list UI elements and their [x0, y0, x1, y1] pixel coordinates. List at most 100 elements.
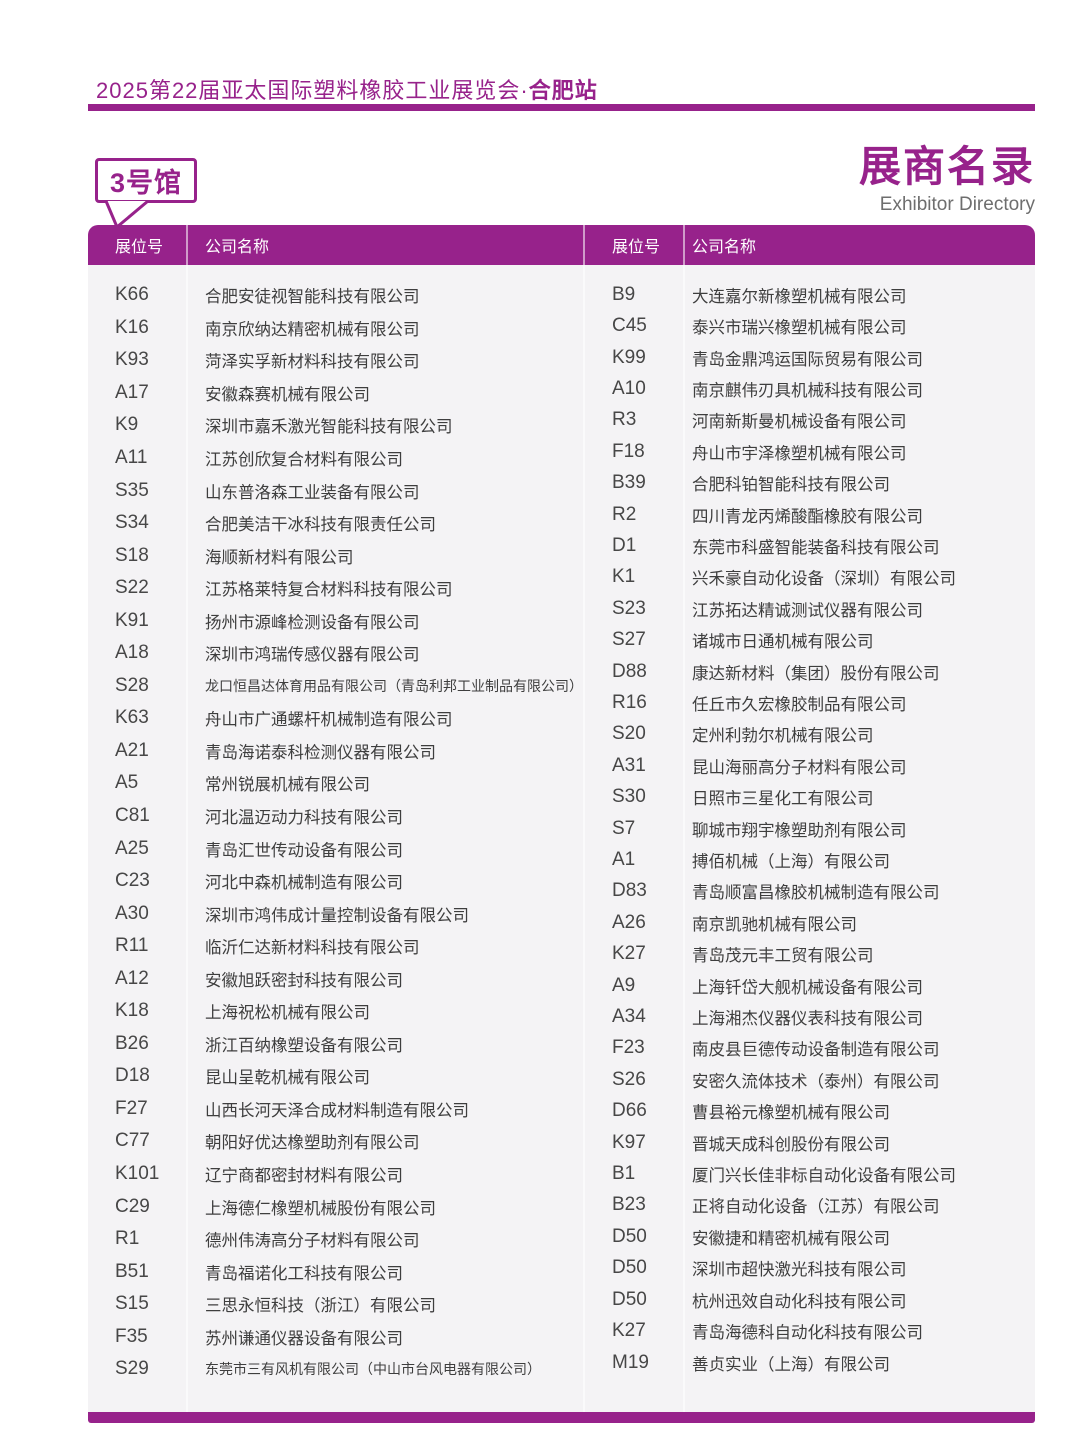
table-row: B1 厦门兴长佳非标自动化设备有限公司: [583, 1158, 1035, 1189]
booth-number: A9: [612, 974, 636, 996]
booth-number: K63: [115, 707, 149, 729]
table-row: C81 河北温迈动力科技有限公司: [88, 800, 583, 833]
table-row: K1 兴禾豪自动化设备（深圳）有限公司: [583, 562, 1035, 593]
booth-number: K1: [612, 566, 636, 588]
company-name: 舟山市广通螺杆机械制造有限公司: [205, 711, 453, 730]
table-row: K101 辽宁商都密封材料有限公司: [88, 1158, 583, 1191]
booth-number: A21: [115, 739, 149, 761]
table-row: A11 江苏创欣复合材料有限公司: [88, 442, 583, 475]
booth-number: D1: [612, 534, 637, 556]
table-row: B51 青岛福诺化工科技有限公司: [88, 1255, 583, 1288]
booth-number: B23: [612, 1194, 646, 1216]
header-company-left: 公司名称: [205, 239, 270, 256]
company-name: 泰兴市瑞兴橡塑机械有限公司: [692, 319, 907, 338]
booth-number: B9: [612, 283, 636, 305]
booth-number: K91: [115, 609, 149, 631]
company-name: 安徽捷和精密机械有限公司: [692, 1229, 890, 1248]
booth-number: K9: [115, 414, 139, 436]
company-name: 正将自动化设备（江苏）有限公司: [692, 1198, 940, 1217]
table-row: R2 四川青龙丙烯酸酯橡胶有限公司: [583, 499, 1035, 530]
table-row: D88 康达新材料（集团）股份有限公司: [583, 656, 1035, 687]
booth-number: F27: [115, 1097, 148, 1119]
booth-number: B1: [612, 1163, 636, 1185]
company-name: 上海湘杰仪器仪表科技有限公司: [692, 1010, 923, 1029]
company-name: 合肥美洁干冰科技有限责任公司: [205, 516, 436, 535]
booth-number: D50: [612, 1225, 647, 1247]
company-name: 四川青龙丙烯酸酯橡胶有限公司: [692, 507, 923, 526]
booth-number: A30: [115, 902, 149, 924]
booth-number: F23: [612, 1037, 645, 1059]
company-name: 河南新斯曼机械设备有限公司: [692, 413, 907, 432]
company-name: 晋城天成科创股份有限公司: [692, 1135, 890, 1154]
company-name: 南京凯驰机械有限公司: [692, 915, 857, 934]
booth-number: K27: [612, 1320, 646, 1342]
table-row: B39 合肥科铂智能科技有限公司: [583, 467, 1035, 498]
booth-number: S18: [115, 544, 149, 566]
company-name: 昆山呈乾机械有限公司: [205, 1069, 370, 1088]
table-row: B23 正将自动化设备（江苏）有限公司: [583, 1190, 1035, 1221]
booth-number: D50: [612, 1288, 647, 1310]
table-row: S7 聊城市翔宇橡塑助剂有限公司: [583, 813, 1035, 844]
company-name: 聊城市翔宇橡塑助剂有限公司: [692, 821, 907, 840]
expo-title: 2025第22届亚太国际塑料橡胶工业展览会·合肥站: [96, 73, 598, 105]
company-name: 安徽旭跃密封科技有限公司: [205, 971, 403, 990]
table-row: A25 青岛汇世传动设备有限公司: [88, 832, 583, 865]
table-row: D83 青岛顺富昌橡胶机械制造有限公司: [583, 876, 1035, 907]
company-name: 兴禾豪自动化设备（深圳）有限公司: [692, 570, 956, 589]
booth-number: D50: [612, 1257, 647, 1279]
table-row: D50 深圳市超快激光科技有限公司: [583, 1253, 1035, 1284]
hall-badge-tail: [104, 199, 149, 229]
company-name: 青岛顺富昌橡胶机械制造有限公司: [692, 884, 940, 903]
company-name: 江苏格莱特复合材料科技有限公司: [205, 581, 453, 600]
company-name: 任丘市久宏橡胶制品有限公司: [692, 695, 907, 714]
booth-number: K101: [115, 1163, 160, 1185]
booth-number: D83: [612, 880, 647, 902]
company-name: 山西长河天泽合成材料制造有限公司: [205, 1101, 469, 1120]
booth-number: K27: [612, 943, 646, 965]
table-row: R16 任丘市久宏橡胶制品有限公司: [583, 687, 1035, 718]
table-row: D1 东莞市科盛智能装备科技有限公司: [583, 530, 1035, 561]
booth-number: S30: [612, 786, 646, 808]
table-row: D66 曹县裕元橡塑机械有限公司: [583, 1096, 1035, 1127]
booth-number: M19: [612, 1351, 649, 1373]
company-name: 昆山海丽高分子材料有限公司: [692, 758, 907, 777]
company-name: 江苏拓达精诚测试仪器有限公司: [692, 601, 923, 620]
table-row: K18 上海祝松机械有限公司: [88, 995, 583, 1028]
directory-title-en: Exhibitor Directory: [879, 194, 1035, 216]
table-row: F23 南皮县巨德传动设备制造有限公司: [583, 1033, 1035, 1064]
company-name: 青岛海诺泰科检测仪器有限公司: [205, 743, 436, 762]
booth-number: B26: [115, 1032, 149, 1054]
table-row: C45 泰兴市瑞兴橡塑机械有限公司: [583, 310, 1035, 341]
booth-number: K16: [115, 316, 149, 338]
table-body: K66 合肥安徒视智能科技有限公司 K16 南京欣纳达精密机械有限公司 K93 菏泽实孚新…: [88, 265, 1035, 1412]
company-name: 南京欣纳达精密机械有限公司: [205, 320, 420, 339]
booth-number: K93: [115, 349, 149, 371]
company-name: 善贞实业（上海）有限公司: [692, 1355, 890, 1374]
table-row: M19 善贞实业（上海）有限公司: [583, 1347, 1035, 1378]
company-name: 山东普洛森工业装备有限公司: [205, 483, 420, 502]
booth-number: D18: [115, 1065, 150, 1087]
company-name: 南皮县巨德传动设备制造有限公司: [692, 1041, 940, 1060]
booth-number: S34: [115, 512, 149, 534]
company-name: 江苏创欣复合材料有限公司: [205, 451, 403, 469]
table-row: K99 青岛金鼎鸿运国际贸易有限公司: [583, 342, 1035, 373]
table-row: A1 搏佰机械（上海）有限公司: [583, 844, 1035, 875]
company-name: 深圳市鸿瑞传感仪器有限公司: [205, 646, 420, 665]
table-row: S15 三思永恒科技（浙江）有限公司: [88, 1288, 583, 1321]
booth-number: S15: [115, 1293, 149, 1315]
table-row: A26 南京凯驰机械有限公司: [583, 907, 1035, 938]
company-name: 厦门兴长佳非标自动化设备有限公司: [692, 1167, 956, 1186]
table-header: 展位号 公司名称 展位号 公司名称: [88, 225, 1035, 265]
table-row: S28 龙口恒昌达体育用品有限公司（青岛利邦工业制品有限公司）: [88, 670, 583, 703]
booth-number: F18: [612, 440, 645, 462]
exhibitor-table: 展位号 公司名称 展位号 公司名称 K66 合肥安徒视智能科技有限公司 K16 南京欣…: [88, 225, 1035, 1423]
table-row: K66 合肥安徒视智能科技有限公司: [88, 279, 583, 312]
table-row: F18 舟山市宇泽橡塑机械有限公司: [583, 436, 1035, 467]
table-row: S34 合肥美洁干冰科技有限责任公司: [88, 507, 583, 540]
table-row: A30 深圳市鸿伟成计量控制设备有限公司: [88, 897, 583, 930]
booth-number: S29: [115, 1358, 149, 1380]
booth-number: B51: [115, 1260, 149, 1282]
company-name: 辽宁商都密封材料有限公司: [205, 1167, 403, 1186]
table-row: S18 海顺新材料有限公司: [88, 539, 583, 572]
table-column-left: K66 合肥安徒视智能科技有限公司 K16 南京欣纳达精密机械有限公司 K93 菏泽实孚新…: [88, 279, 583, 1412]
